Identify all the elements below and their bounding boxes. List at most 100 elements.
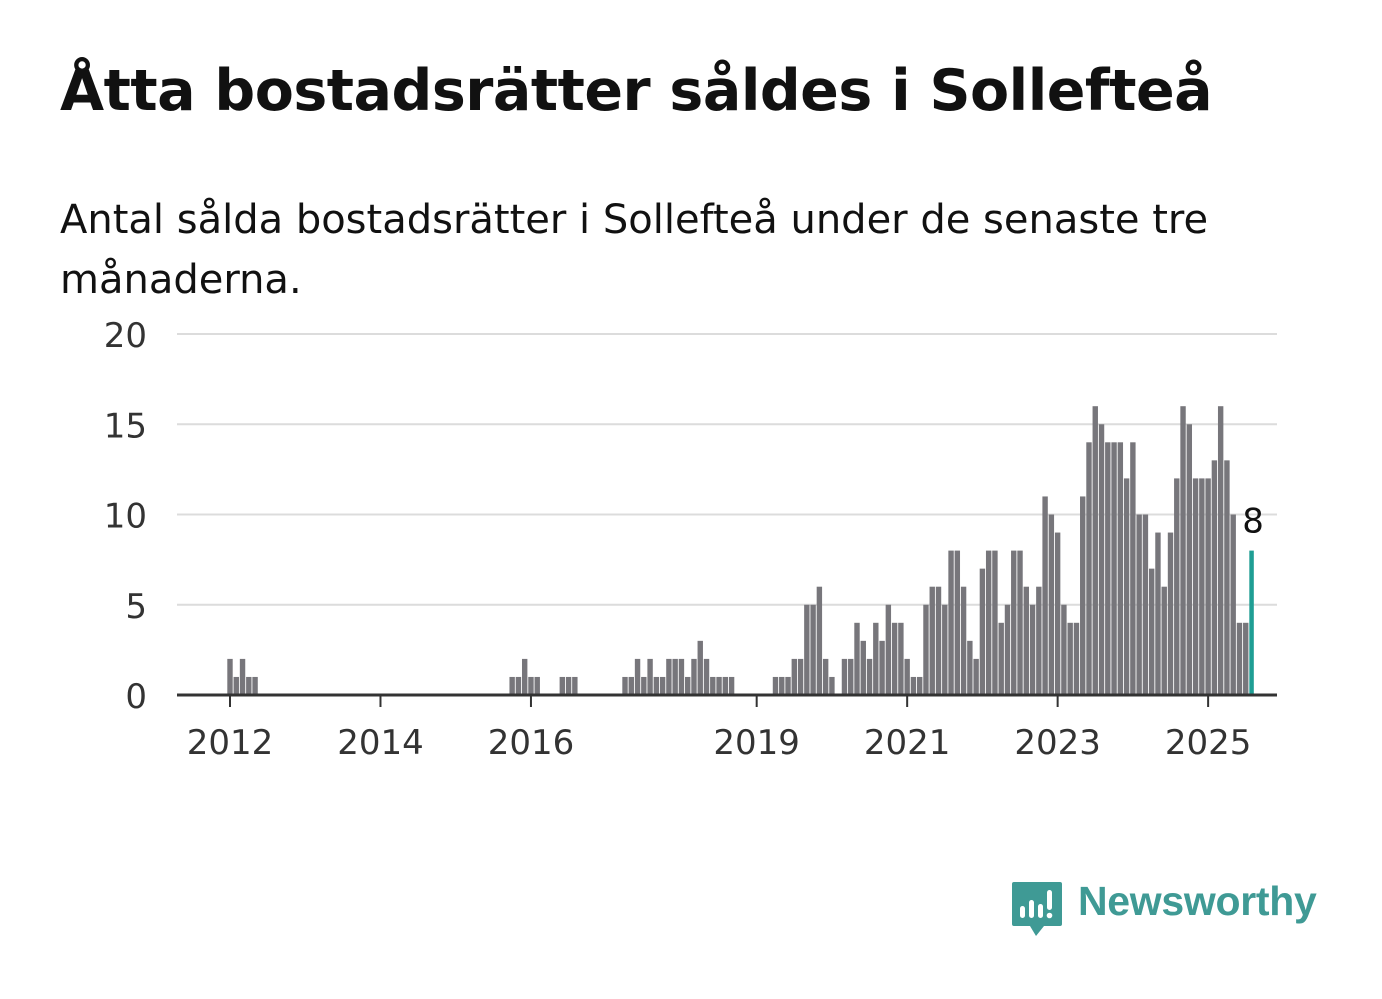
bar <box>1205 478 1211 695</box>
bar <box>935 586 942 695</box>
bar <box>1048 514 1055 695</box>
chart-title: Åtta bostadsrätter såldes i Sollefteå <box>60 58 1213 124</box>
x-tick-label: 2016 <box>488 723 575 763</box>
bar <box>666 658 672 695</box>
bar <box>1098 424 1105 695</box>
bar <box>534 676 540 695</box>
y-tick-label: 20 <box>104 316 147 356</box>
bar <box>722 676 729 695</box>
chart-subtitle: Antal sålda bostadsrätter i Sollefteå un… <box>60 197 1209 303</box>
bar <box>1073 622 1080 695</box>
bar <box>521 658 528 695</box>
y-tick-label: 0 <box>125 677 147 717</box>
bar <box>233 676 239 695</box>
bar <box>716 676 722 695</box>
y-tick-label: 10 <box>104 497 147 537</box>
bar <box>515 676 522 695</box>
bar <box>1130 442 1136 695</box>
bar <box>910 676 917 695</box>
y-tick-label: 5 <box>125 587 147 627</box>
bar <box>659 676 666 695</box>
bar <box>509 676 515 695</box>
x-tick-label: 2019 <box>713 723 800 763</box>
bar <box>917 676 923 695</box>
bar <box>653 676 660 695</box>
bar <box>239 658 246 695</box>
bar <box>1236 622 1243 695</box>
bar <box>1067 622 1073 695</box>
bar <box>1230 514 1236 695</box>
bar <box>1023 586 1029 695</box>
bar <box>1243 622 1249 695</box>
bar <box>841 658 848 695</box>
bar <box>1080 496 1086 695</box>
bar <box>246 676 252 695</box>
bar <box>697 640 703 695</box>
bar <box>866 658 873 695</box>
x-tick-label: 2025 <box>1165 723 1252 763</box>
bar <box>1042 496 1048 695</box>
bar <box>1036 586 1042 695</box>
bar <box>822 658 829 695</box>
bar <box>1029 604 1036 695</box>
bar <box>1011 550 1017 695</box>
bar <box>929 586 935 695</box>
bar <box>1192 478 1199 695</box>
bar <box>728 676 735 695</box>
bar <box>791 658 797 695</box>
bar <box>816 586 823 695</box>
bar <box>634 658 641 695</box>
bar <box>672 658 678 695</box>
highlight-value-label: 8 <box>1242 502 1264 542</box>
bar <box>528 676 534 695</box>
bar <box>979 568 986 695</box>
bar <box>1174 478 1180 695</box>
bar <box>628 676 634 695</box>
bar <box>1155 532 1161 695</box>
bar <box>1217 406 1224 695</box>
bar <box>973 658 979 695</box>
bar <box>942 604 948 695</box>
bar <box>1111 442 1117 695</box>
bar <box>1017 550 1023 695</box>
bar <box>967 640 973 695</box>
bar <box>1186 424 1193 695</box>
bar <box>1086 442 1092 695</box>
bar <box>647 658 653 695</box>
bar <box>923 604 929 695</box>
x-tick-label: 2014 <box>337 723 424 763</box>
bar <box>1117 442 1124 695</box>
bar <box>898 622 904 695</box>
bar <box>227 658 233 695</box>
bar <box>810 604 816 695</box>
newsworthy-logo-icon <box>1012 882 1062 936</box>
bar <box>779 676 785 695</box>
bar <box>1199 478 1205 695</box>
bar-chart: 0 5 10 15 20 8 2012 2014 2016 2019 2021 2023 2025 <box>104 316 1277 763</box>
bar <box>985 550 992 695</box>
bar <box>1061 604 1067 695</box>
bar <box>891 622 898 695</box>
bar <box>1092 406 1098 695</box>
bar <box>848 658 854 695</box>
bar <box>1142 514 1149 695</box>
bar <box>1224 460 1230 695</box>
bar <box>678 658 685 695</box>
bar <box>1161 586 1167 695</box>
bar <box>772 676 779 695</box>
bar <box>703 658 710 695</box>
bar <box>879 640 885 695</box>
bar <box>804 604 810 695</box>
bar <box>873 622 879 695</box>
bar <box>1211 460 1218 695</box>
bar <box>829 676 835 695</box>
bar <box>960 586 967 695</box>
bar <box>954 550 961 695</box>
bar <box>998 622 1004 695</box>
bar <box>1105 442 1111 695</box>
bar <box>641 676 647 695</box>
bar <box>252 676 258 695</box>
bar <box>1123 478 1130 695</box>
x-tick-label: 2021 <box>864 723 951 763</box>
bar <box>622 676 628 695</box>
